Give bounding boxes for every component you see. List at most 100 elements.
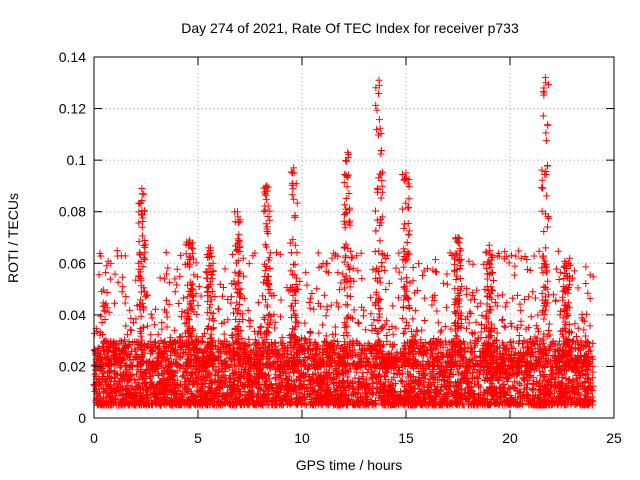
data-point xyxy=(159,378,167,386)
data-point xyxy=(117,362,125,370)
data-point xyxy=(423,388,431,396)
data-point xyxy=(417,336,425,344)
data-point xyxy=(556,311,564,319)
data-point xyxy=(153,383,161,391)
data-point xyxy=(275,374,283,382)
data-point xyxy=(297,398,305,406)
data-point xyxy=(236,392,244,400)
data-point xyxy=(550,389,558,397)
data-point xyxy=(536,378,544,386)
data-point xyxy=(136,384,144,392)
data-point xyxy=(488,380,496,388)
data-point xyxy=(586,322,594,330)
data-point xyxy=(407,373,415,381)
data-point xyxy=(217,378,225,386)
data-point xyxy=(498,291,506,299)
data-point xyxy=(350,306,358,314)
data-point xyxy=(510,384,518,392)
data-point xyxy=(363,353,371,361)
data-point xyxy=(225,400,233,408)
data-point xyxy=(127,326,135,334)
data-point xyxy=(95,271,103,279)
data-point xyxy=(95,344,103,352)
data-point xyxy=(503,253,511,261)
data-point xyxy=(494,359,502,367)
data-point xyxy=(187,281,195,289)
data-point xyxy=(333,370,341,378)
data-point xyxy=(166,278,174,286)
data-point xyxy=(464,313,472,321)
data-point xyxy=(241,342,249,349)
data-point xyxy=(447,345,455,353)
data-point xyxy=(163,323,171,331)
data-point xyxy=(282,375,290,383)
data-point xyxy=(345,368,353,376)
data-point xyxy=(187,370,195,378)
data-point xyxy=(250,392,258,400)
data-point xyxy=(507,251,515,259)
data-point xyxy=(184,386,192,394)
data-point xyxy=(223,350,231,358)
data-point xyxy=(396,367,404,375)
data-points xyxy=(90,74,597,409)
data-point xyxy=(569,384,577,392)
data-point xyxy=(531,294,539,302)
data-point xyxy=(95,400,103,408)
data-point xyxy=(487,399,495,407)
data-point xyxy=(443,365,451,373)
data-point xyxy=(523,380,531,388)
data-point xyxy=(528,386,536,394)
data-point xyxy=(253,375,261,383)
data-point xyxy=(311,338,319,346)
data-point xyxy=(152,396,160,404)
data-point xyxy=(251,336,259,344)
data-point xyxy=(430,335,438,343)
data-point xyxy=(305,298,313,306)
data-point xyxy=(176,272,184,280)
data-point xyxy=(399,400,407,408)
data-point xyxy=(563,388,571,396)
data-point xyxy=(160,275,168,283)
data-point xyxy=(342,397,350,405)
data-point xyxy=(358,394,366,402)
data-point xyxy=(112,370,120,378)
data-point xyxy=(543,349,551,357)
data-point xyxy=(420,366,428,374)
data-point xyxy=(320,337,328,345)
data-point xyxy=(586,295,594,303)
data-point xyxy=(234,377,242,385)
data-point xyxy=(293,400,301,408)
data-point xyxy=(229,355,237,363)
data-point xyxy=(349,264,357,272)
data-point xyxy=(541,383,549,391)
data-point xyxy=(121,344,129,352)
data-point xyxy=(474,302,482,310)
data-point xyxy=(406,398,414,406)
data-point xyxy=(530,252,538,260)
data-point xyxy=(507,343,515,351)
data-point xyxy=(326,369,334,377)
data-point xyxy=(290,384,298,392)
data-point xyxy=(126,376,134,384)
data-point xyxy=(284,390,292,398)
data-point xyxy=(504,397,512,405)
data-point xyxy=(207,395,215,403)
data-point xyxy=(371,373,379,381)
data-point xyxy=(323,397,331,405)
data-point xyxy=(427,382,435,390)
data-point xyxy=(137,312,145,320)
data-point xyxy=(381,321,389,329)
data-point xyxy=(389,389,397,397)
data-point xyxy=(363,368,371,376)
data-point xyxy=(520,337,528,345)
data-point xyxy=(511,368,519,376)
data-point xyxy=(129,319,137,327)
data-point xyxy=(381,369,389,377)
data-point xyxy=(177,313,185,321)
data-point xyxy=(278,401,285,409)
data-point xyxy=(352,351,360,359)
data-point xyxy=(511,262,519,270)
data-point xyxy=(541,389,549,397)
data-point xyxy=(465,394,473,402)
data-point xyxy=(416,380,424,388)
